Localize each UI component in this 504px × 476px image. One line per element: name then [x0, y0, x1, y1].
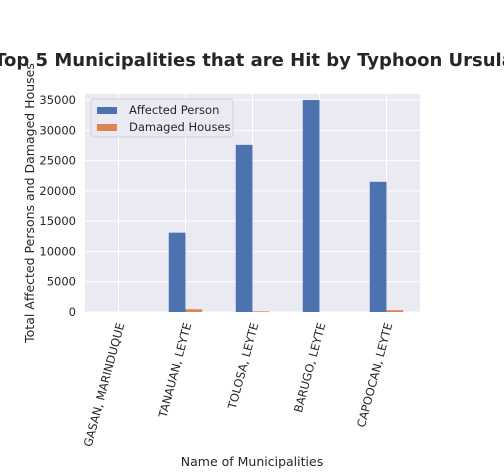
y-tick-label: 25000	[39, 154, 76, 168]
y-axis-ticks: 0 5000 10000 15000 20000 25000 30000 35000	[39, 93, 76, 319]
y-tick-label: 5000	[47, 275, 76, 289]
x-tick-label: GASAN, MARINDUQUE	[81, 321, 128, 448]
legend: Affected Person Damaged Houses	[91, 99, 233, 137]
legend-label-0: Affected Person	[129, 103, 219, 117]
bar-0-2	[236, 145, 253, 312]
x-tick-label: CAPOOCAN, LEYTE	[354, 321, 395, 429]
bar-0-3	[303, 100, 320, 312]
legend-swatch-0	[97, 107, 117, 114]
x-axis-label: Name of Municipalities	[181, 454, 323, 469]
y-tick-label: 35000	[39, 93, 76, 107]
x-tick-label: TANAUAN, LEYTE	[155, 321, 194, 420]
y-tick-label: 0	[69, 305, 76, 319]
chart-title: Top 5 Municipalities that are Hit by Typ…	[0, 50, 504, 71]
y-tick-label: 30000	[39, 123, 76, 137]
bar-0-1	[169, 233, 186, 312]
x-tick-label: TOLOSA, LEYTE	[225, 321, 262, 411]
y-tick-label: 10000	[39, 244, 76, 258]
y-tick-label: 15000	[39, 214, 76, 228]
bar-0-4	[370, 182, 387, 312]
x-axis-ticks: GASAN, MARINDUQUE TANAUAN, LEYTE TOLOSA, L…	[81, 321, 396, 448]
y-axis-label: Total Affected Persons and Damaged House…	[22, 63, 37, 344]
bar-1-1	[186, 309, 203, 312]
legend-label-1: Damaged Houses	[129, 120, 231, 134]
legend-swatch-1	[97, 124, 117, 131]
bar-1-4	[387, 310, 404, 312]
bar-1-2	[253, 311, 270, 312]
x-tick-label: BARUGO, LEYTE	[291, 321, 328, 414]
y-tick-label: 20000	[39, 184, 76, 198]
